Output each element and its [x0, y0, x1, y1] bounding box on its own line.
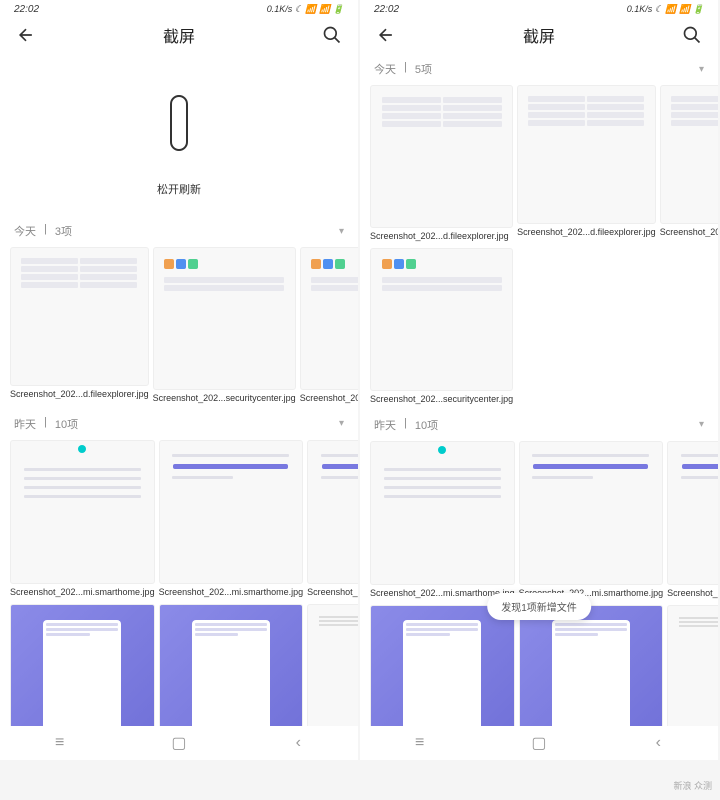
phone-left: 22:02 0.1K/s ☾ 📶 📶 🔋 截屏 松开刷新 今天|3项 ▾ Scree…: [0, 0, 358, 760]
status-time: 22:02: [14, 4, 39, 15]
filename: Screenshot_202...securitycenter.jpg: [370, 394, 513, 405]
filename: Screenshot_202...d.fileexplorer.jpg: [10, 389, 149, 400]
thumbnail-item[interactable]: Screenshot_202...mi.smarthome.jpg: [159, 604, 304, 735]
filename: Screenshot_202...d.fileexplorer.jpg: [517, 227, 656, 238]
search-icon[interactable]: [682, 25, 702, 45]
thumbnail[interactable]: [660, 85, 718, 224]
chevron-down-icon[interactable]: ▾: [699, 419, 704, 430]
thumbnail[interactable]: [10, 604, 155, 735]
search-icon[interactable]: [322, 25, 342, 45]
filename: Screenshot_202...mi.smarthome.jpg: [307, 587, 358, 598]
thumbnail-item[interactable]: Screenshot_202...mi.smarthome.jpg: [370, 605, 515, 735]
thumbnail-item[interactable]: Screenshot_202...mi.smarthome.jpg: [519, 605, 664, 735]
filename: Screenshot_202...securitycenter.jpg: [300, 393, 358, 404]
page-title: 截屏: [163, 23, 195, 47]
filename: Screenshot_202...d.fileexplorer.jpg: [370, 231, 513, 242]
section-header[interactable]: 昨天|10项 ▾: [10, 410, 348, 438]
pull-refresh: 松开刷新: [10, 55, 348, 217]
section-label: 今天|5项: [374, 61, 432, 77]
thumbnail[interactable]: [517, 85, 656, 224]
section-label: 昨天|10项: [14, 416, 78, 432]
page-title: 截屏: [523, 23, 555, 47]
section-header[interactable]: 今天|3项 ▾: [10, 217, 348, 245]
thumbnail-item[interactable]: Screenshot_202...mi.smarthome.jpg: [667, 441, 718, 599]
section-header[interactable]: 昨天|10项 ▾: [370, 411, 708, 439]
thumbnail-item[interactable]: Screenshot_202...mi.smarthome.jpg: [370, 441, 515, 599]
filename: Screenshot_202...securitycenter.jpg: [153, 393, 296, 404]
thumbnail-item[interactable]: Screenshot_202...securitycenter.jpg: [153, 247, 296, 404]
filename: Screenshot_202...mi.smarthome.jpg: [667, 588, 718, 599]
thumbnail[interactable]: [370, 85, 513, 228]
pull-text: 松开刷新: [157, 181, 201, 197]
back-icon[interactable]: [376, 25, 396, 45]
pill-icon: [170, 95, 188, 151]
thumbnail-item[interactable]: Screenshot_202...mi.smarthome.jpg: [159, 440, 304, 598]
back-icon[interactable]: [16, 25, 36, 45]
filename: Screenshot_202...d.fileexplorer.jpg: [660, 227, 718, 238]
toast[interactable]: 发现1项新增文件: [487, 593, 591, 620]
thumbnail-item[interactable]: Screenshot_202...mi.smarthome.jpg: [10, 604, 155, 735]
thumbnail-item[interactable]: Screenshot_202...d.fileexplorer.jpg: [370, 85, 513, 242]
content-right[interactable]: 今天|5项 ▾ Screenshot_202...d.fileexplorer.jp…: [360, 55, 718, 735]
thumbnail[interactable]: [370, 605, 515, 735]
content-left[interactable]: 松开刷新 今天|3项 ▾ Screenshot_202...d.fileexplor…: [0, 55, 358, 735]
home-icon[interactable]: ▢: [530, 734, 548, 752]
thumbnail-item[interactable]: Screenshot_202...d.fileexplorer.jpg: [660, 85, 718, 242]
thumbnail[interactable]: [519, 441, 664, 586]
thumbnail[interactable]: [159, 440, 304, 585]
thumbnail[interactable]: [307, 604, 358, 735]
status-bar: 22:02 0.1K/s ☾ 📶 📶 🔋: [0, 0, 358, 15]
thumbnail-item[interactable]: Screenshot_202...securitycenter.jpg: [300, 247, 358, 404]
thumbnail[interactable]: [159, 604, 304, 735]
chevron-down-icon[interactable]: ▾: [699, 64, 704, 75]
section-label: 昨天|10项: [374, 417, 438, 433]
thumbnail-item[interactable]: Screenshot_202...mi.smarthome.jpg: [10, 440, 155, 598]
thumbnail-grid: Screenshot_202...d.fileexplorer.jpg Scree…: [370, 83, 708, 411]
back-nav-icon[interactable]: ‹: [649, 734, 667, 752]
back-nav-icon[interactable]: ‹: [289, 734, 307, 752]
thumbnail-item[interactable]: Screenshot_202...d.fileexplorer.jpg: [10, 247, 149, 404]
header: 截屏: [360, 15, 718, 55]
section-header[interactable]: 今天|5项 ▾: [370, 55, 708, 83]
thumbnail[interactable]: [370, 441, 515, 586]
menu-icon[interactable]: ≡: [51, 734, 69, 752]
thumbnail[interactable]: [307, 440, 358, 585]
header: 截屏: [0, 15, 358, 55]
phone-right: 22:02 0.1K/s ☾ 📶 📶 🔋 截屏 今天|5项 ▾ Screenshot…: [360, 0, 718, 760]
chevron-down-icon[interactable]: ▾: [339, 418, 344, 429]
thumbnail[interactable]: [667, 441, 718, 586]
filename: Screenshot_202...mi.smarthome.jpg: [159, 587, 304, 598]
thumbnail-item[interactable]: Screenshot_202...securitycenter.jpg: [370, 248, 513, 405]
status-icons: 0.1K/s ☾ 📶 📶 🔋: [267, 4, 344, 15]
thumbnail[interactable]: [370, 248, 513, 391]
menu-icon[interactable]: ≡: [411, 734, 429, 752]
thumbnail-item[interactable]: Screenshot_202...mi.smarthome.jpg: [519, 441, 664, 599]
watermark: 新浪 众测: [673, 781, 712, 792]
status-bar: 22:02 0.1K/s ☾ 📶 📶 🔋: [360, 0, 718, 15]
chevron-down-icon[interactable]: ▾: [339, 226, 344, 237]
nav-bar: ≡ ▢ ‹: [0, 726, 358, 760]
thumbnail[interactable]: [10, 247, 149, 386]
thumbnail-grid: Screenshot_202...mi.smarthome.jpgScreens…: [370, 439, 708, 735]
nav-bar: ≡ ▢ ‹: [360, 726, 718, 760]
home-icon[interactable]: ▢: [170, 734, 188, 752]
status-icons: 0.1K/s ☾ 📶 📶 🔋: [627, 4, 704, 15]
thumbnail-grid: Screenshot_202...d.fileexplorer.jpg Scree…: [10, 245, 348, 410]
thumbnail[interactable]: [300, 247, 358, 390]
thumbnail[interactable]: [667, 605, 718, 735]
thumbnail-grid: Screenshot_202...mi.smarthome.jpgScreens…: [10, 438, 348, 735]
thumbnail-item[interactable]: Screenshot_202...d.fileexplorer.jpg: [517, 85, 656, 242]
thumbnail-item[interactable]: Screenshot_202...mi.smarthome.jpg: [307, 440, 358, 598]
thumbnail-item[interactable]: Screenshot_202...mi.smarthome.jpg: [307, 604, 358, 735]
thumbnail[interactable]: [10, 440, 155, 585]
filename: Screenshot_202...mi.smarthome.jpg: [10, 587, 155, 598]
thumbnail[interactable]: [519, 605, 664, 735]
section-label: 今天|3项: [14, 223, 72, 239]
status-time: 22:02: [374, 4, 399, 15]
thumbnail-item[interactable]: Screenshot_202...mi.smarthome.jpg: [667, 605, 718, 735]
thumbnail[interactable]: [153, 247, 296, 390]
